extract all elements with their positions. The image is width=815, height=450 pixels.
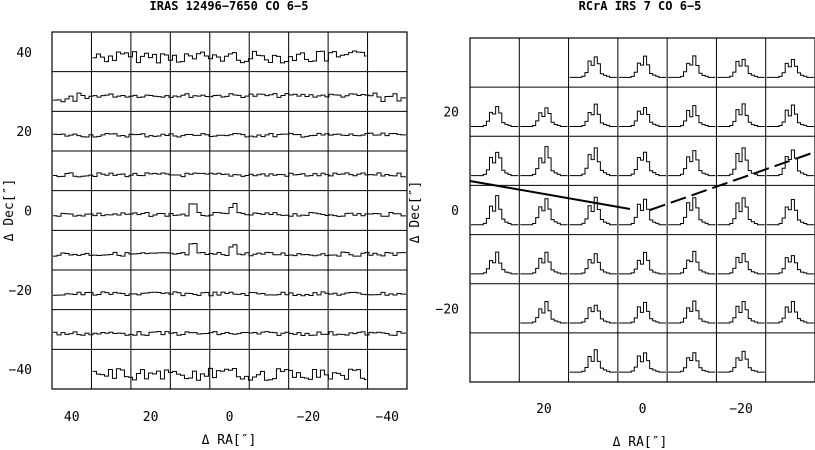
x-tick-label: −20 xyxy=(729,402,752,417)
x-tick-label: 40 xyxy=(64,410,80,425)
spectrum-row xyxy=(53,291,406,297)
spectrum-row xyxy=(53,132,406,138)
spectrum-cell xyxy=(471,105,519,127)
spectrum-cell xyxy=(618,198,667,226)
spectrum-cell xyxy=(618,352,667,373)
y-tick-labels: 20 0 −20 xyxy=(436,106,459,318)
spectrum-cell xyxy=(471,195,519,226)
chart-title: IRAS 12496−7650 CO 6−5 xyxy=(150,0,309,13)
spectrum-cell xyxy=(717,197,765,226)
y-axis-label: Δ Dec[″] xyxy=(2,179,17,242)
spectrum-cell xyxy=(668,150,716,177)
spectrum-cell xyxy=(668,55,716,78)
x-tick-label: −20 xyxy=(297,410,320,425)
spectrum-cell xyxy=(569,253,617,275)
spectrum-cell xyxy=(717,301,765,324)
x-tick-labels: 40 20 0 −20 −40 xyxy=(64,410,399,425)
outflow-axis xyxy=(469,151,815,211)
spectrum-cell xyxy=(766,300,814,324)
spectrum-cell xyxy=(766,255,814,275)
spectrum-cell xyxy=(668,250,716,275)
x-tick-label: −40 xyxy=(376,410,399,425)
spectrum-cell xyxy=(766,198,814,226)
spectrum-cell xyxy=(569,349,617,373)
x-tick-label: 0 xyxy=(639,402,647,417)
x-tick-label: 0 xyxy=(226,410,234,425)
spectrum-row xyxy=(92,50,367,64)
x-axis-label: Δ RA[″] xyxy=(202,433,257,448)
x-tick-label: 20 xyxy=(143,410,159,425)
x-tick-label: 20 xyxy=(536,402,552,417)
spectrum-cell xyxy=(717,253,765,275)
spectra xyxy=(53,50,406,381)
spectrum-cell xyxy=(766,149,814,177)
spectrum-cell xyxy=(520,107,568,127)
y-tick-labels: 40 20 0 −20 −40 xyxy=(9,46,32,378)
chart-title: RCrA IRS 7 CO 6−5 xyxy=(579,0,702,13)
panel-rcra-irs7: RCrA IRS 7 CO 6−5 20 0 −20 200−20 Δ RA[″] … xyxy=(408,0,815,450)
spectrum-cell xyxy=(717,147,765,177)
outflow-line-solid xyxy=(469,180,631,210)
spectrum-cell xyxy=(668,300,716,324)
spectrum-cell xyxy=(618,251,667,275)
y-tick-label: −40 xyxy=(9,363,32,378)
spectrum-row xyxy=(53,331,406,336)
y-tick-label: 40 xyxy=(16,46,32,61)
y-tick-label: −20 xyxy=(436,302,459,317)
spectrum-cell xyxy=(569,196,617,226)
grid-lines xyxy=(470,38,815,382)
spectrum-cell xyxy=(569,103,617,127)
y-tick-label: 0 xyxy=(24,205,32,220)
x-axis-label: Δ RA[″] xyxy=(613,435,668,450)
spectrum-cell xyxy=(520,198,568,226)
spectrum-row xyxy=(53,172,406,178)
spectrum-cell xyxy=(618,107,667,127)
spectrum-cell xyxy=(717,350,765,373)
spectrum-cell xyxy=(618,151,667,177)
spectrum-cell xyxy=(569,304,617,324)
spectrum-cell xyxy=(471,151,519,177)
y-tick-label: −20 xyxy=(9,284,32,299)
outflow-line-dashed xyxy=(649,151,815,211)
spectrum-cell xyxy=(618,301,667,324)
spectrum-row xyxy=(92,367,367,381)
panel-iras12496: IRAS 12496−7650 CO 6−5 40 20 0 −20 −40 40 20 0… xyxy=(2,0,408,448)
spectrum-cell xyxy=(471,251,519,275)
y-axis-label: Δ Dec[″] xyxy=(408,181,423,244)
spectrum-row xyxy=(53,203,406,217)
spectrum-cell xyxy=(520,251,568,275)
spectrum-cell xyxy=(569,147,617,177)
plot-frame xyxy=(51,31,408,390)
spectrum-cell xyxy=(569,56,617,78)
y-tick-label: 0 xyxy=(451,204,459,219)
plot-frame xyxy=(469,37,815,383)
spectrum-cell xyxy=(520,300,568,324)
spectrum-cell xyxy=(766,104,814,127)
y-tick-label: 20 xyxy=(16,125,32,140)
x-tick-labels: 20 0 −20 xyxy=(536,402,753,417)
spectrum-cell xyxy=(668,197,716,226)
spectrum-cell xyxy=(668,352,716,373)
spectrum-row xyxy=(53,242,406,257)
spectrum-cell xyxy=(766,58,814,78)
spectrum-cell xyxy=(668,105,716,127)
spectrum-cell xyxy=(618,55,667,78)
y-tick-label: 20 xyxy=(443,106,459,121)
spectrum-cell xyxy=(520,146,568,177)
spectrum-row xyxy=(53,92,406,103)
spectrum-cell xyxy=(717,103,765,127)
grid-lines xyxy=(52,32,407,389)
spectrum-cell xyxy=(717,58,765,78)
spectra xyxy=(471,55,814,373)
